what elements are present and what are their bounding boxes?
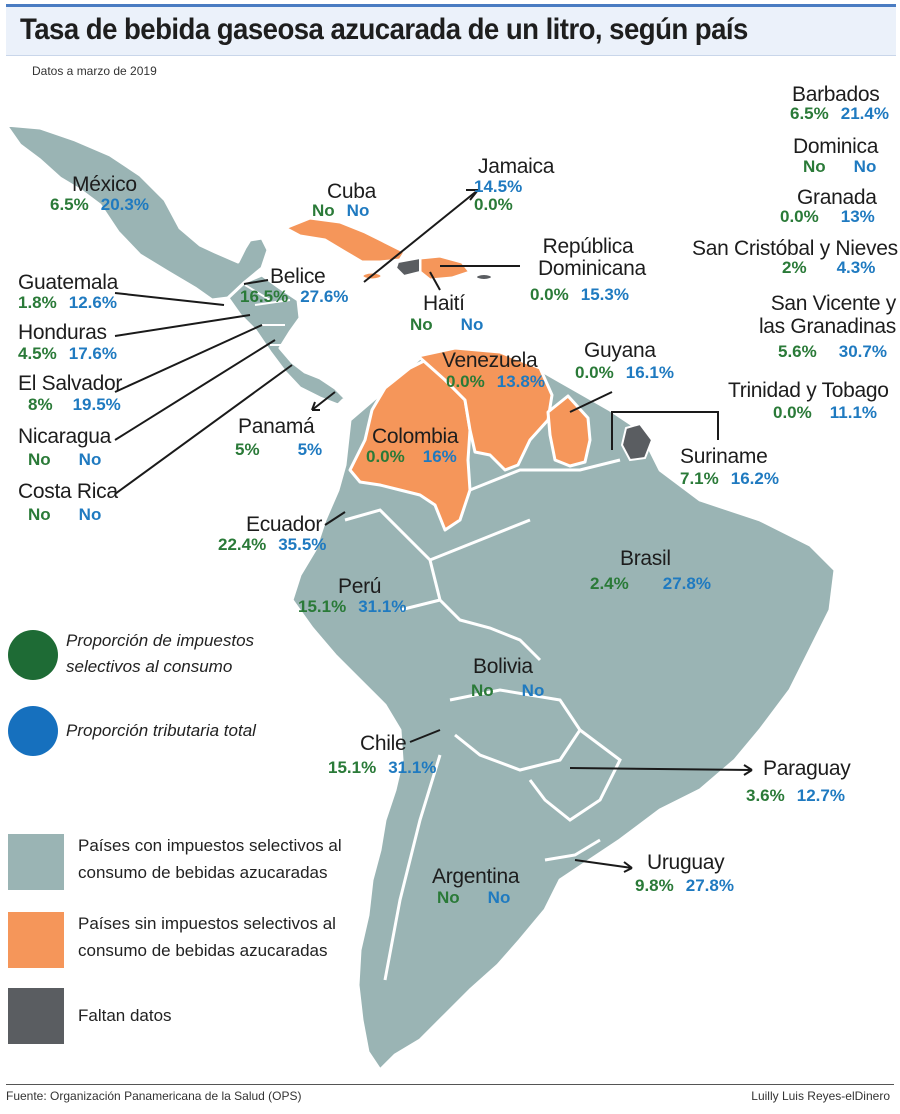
values-cuba: No No xyxy=(312,201,370,220)
label-jamaica: Jamaica xyxy=(478,155,555,178)
region-mexico xyxy=(4,123,270,302)
label-honduras: Honduras xyxy=(18,321,107,344)
label-mexico: México xyxy=(72,173,137,196)
values-haiti: No No xyxy=(410,315,484,334)
label-cuba: Cuba xyxy=(327,180,377,203)
values-colombia: 0.0% 16% xyxy=(366,447,457,466)
values-guyana: 0.0% 16.1% xyxy=(575,363,674,382)
label-argentina: Argentina xyxy=(432,865,520,888)
label-bolivia: Bolivia xyxy=(473,655,533,678)
values-costa-rica: No No xyxy=(28,505,102,524)
region-guyana xyxy=(546,394,592,468)
label-panama: Panamá xyxy=(238,415,315,438)
values-uruguay: 9.8% 27.8% xyxy=(635,876,734,895)
label-guatemala: Guatemala xyxy=(18,271,119,294)
region-rep-dom xyxy=(418,254,472,282)
region-puerto-rico xyxy=(475,273,493,281)
legend-selective-dot xyxy=(8,630,58,680)
region-haiti xyxy=(394,256,421,278)
label-chile: Chile xyxy=(360,732,407,755)
label-colombia: Colombia xyxy=(372,425,459,448)
values-granada: 0.0% 13% xyxy=(780,207,875,226)
label-suriname: Suriname xyxy=(680,445,768,468)
values-bolivia: No No xyxy=(471,681,545,700)
subtitle: Datos a marzo de 2019 xyxy=(32,64,157,78)
legend-selective-label: Proporción de impuestos selectivos al co… xyxy=(66,631,255,677)
label-costa-rica: Costa Rica xyxy=(18,480,118,503)
label-trinidad: Trinidad y Tobago xyxy=(728,379,889,402)
region-french-guiana xyxy=(620,422,654,462)
label-belice: Belice xyxy=(270,265,326,288)
label-el-salvador: El Salvador xyxy=(18,372,123,395)
values-trinidad: 0.0% 11.1% xyxy=(773,403,878,422)
label-san-vicente: San Vicente y las Granadinas xyxy=(758,292,896,339)
values-argentina: No No xyxy=(437,888,511,907)
values-panama: 5% 5% xyxy=(235,440,323,459)
values-chile: 15.1% 31.1% xyxy=(328,758,437,777)
values-guatemala: 1.8% 12.6% xyxy=(18,293,117,312)
credit-note: Luilly Luis Reyes-elDinero xyxy=(751,1089,890,1103)
region-cuba xyxy=(283,216,407,264)
page-title: Tasa de bebida gaseosa azucarada de un l… xyxy=(20,13,748,46)
legend-with-tax-label: Países con impuestos selectivos al consu… xyxy=(78,836,342,883)
region-colombia xyxy=(348,356,472,532)
label-ecuador: Ecuador xyxy=(246,513,323,536)
values-barbados: 6.5% 21.4% xyxy=(790,104,889,123)
label-peru: Perú xyxy=(338,575,382,598)
legend-with-tax-swatch xyxy=(8,834,64,890)
values-jamaica-selective: 0.0% xyxy=(474,195,513,214)
region-south-america xyxy=(290,346,837,1072)
values-belice: 16.5% 27.6% xyxy=(240,287,349,306)
values-ecuador: 22.4% 35.5% xyxy=(218,535,327,554)
footer-rule xyxy=(6,1084,894,1085)
title-bar: Tasa de bebida gaseosa azucarada de un l… xyxy=(6,4,896,56)
values-venezuela: 0.0% 13.8% xyxy=(446,372,545,391)
legend-without-tax-label: Países sin impuestos selectivos al consu… xyxy=(78,914,336,961)
legend-total-label: Proporción tributaria total xyxy=(66,721,256,740)
label-san-cristobal: San Cristóbal y Nieves xyxy=(692,237,898,260)
values-nicaragua: No No xyxy=(28,450,102,469)
values-peru: 15.1% 31.1% xyxy=(298,597,407,616)
values-jamaica-total: 14.5% xyxy=(474,177,523,196)
source-note: Fuente: Organización Panamericana de la … xyxy=(6,1089,302,1103)
label-barbados: Barbados xyxy=(792,83,880,106)
label-guyana: Guyana xyxy=(584,339,656,362)
label-venezuela: Venezuela xyxy=(442,349,538,372)
values-rep-dom: 0.0% 15.3% xyxy=(530,285,629,304)
label-nicaragua: Nicaragua xyxy=(18,425,112,448)
legend-without-tax-swatch xyxy=(8,912,64,968)
label-uruguay: Uruguay xyxy=(647,851,725,874)
label-paraguay: Paraguay xyxy=(763,757,851,780)
label-haiti: Haití xyxy=(423,292,465,315)
legend-total-dot xyxy=(8,706,58,756)
values-mexico: 6.5% 20.3% xyxy=(50,195,149,214)
label-brasil: Brasil xyxy=(620,547,671,570)
values-el-salvador: 8% 19.5% xyxy=(28,395,121,414)
values-san-vicente: 5.6% 30.7% xyxy=(778,342,887,361)
label-granada: Granada xyxy=(797,186,877,209)
values-paraguay: 3.6% 12.7% xyxy=(746,786,845,805)
values-dominica: No No xyxy=(803,157,877,176)
region-venezuela xyxy=(416,346,554,472)
region-central-america xyxy=(226,273,347,407)
values-suriname: 7.1% 16.2% xyxy=(680,469,779,488)
values-san-cristobal: 2% 4.3% xyxy=(782,258,876,277)
values-honduras: 4.5% 17.6% xyxy=(18,344,117,363)
label-rep-dom: República Dominicana xyxy=(538,235,646,281)
values-brasil: 2.4% 27.8% xyxy=(590,574,711,593)
legend-no-data-label: Faltan datos xyxy=(78,1006,172,1025)
legend-no-data-swatch xyxy=(8,988,64,1044)
label-dominica: Dominica xyxy=(793,135,879,158)
